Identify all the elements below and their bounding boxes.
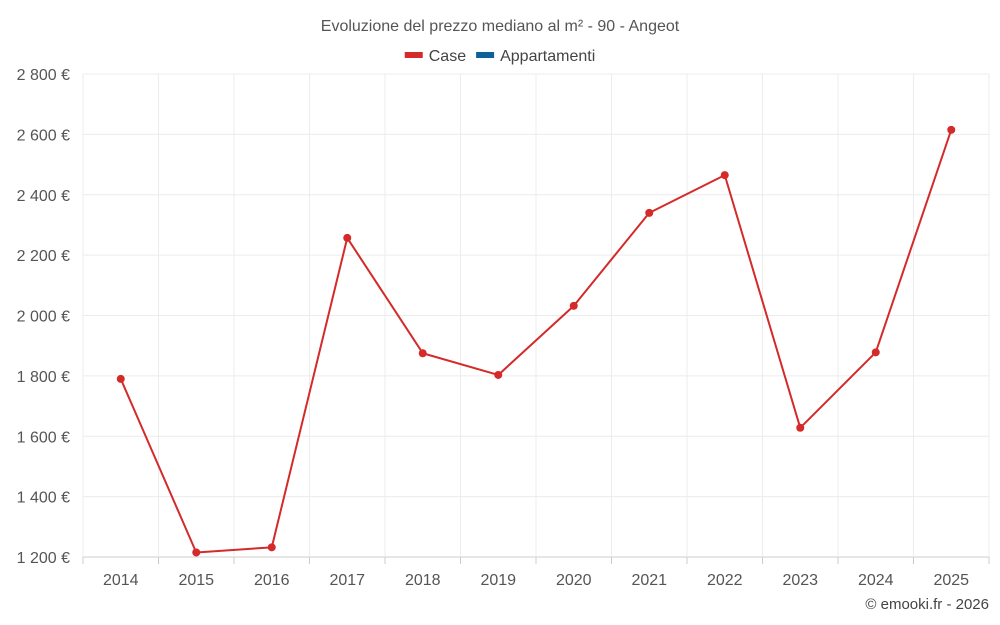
x-tick-label: 2017: [329, 572, 365, 589]
x-tick-label: 2014: [103, 572, 139, 589]
x-tick-label: 2024: [858, 572, 894, 589]
x-tick-label: 2015: [178, 572, 214, 589]
axes: 1 200 € 1 400 € 1 600 € 1 800 € 2 000 € 2 200…: [17, 67, 990, 589]
data-point[interactable]: [947, 125, 956, 134]
y-tick-label: 2 600 €: [17, 127, 70, 144]
data-point[interactable]: [116, 374, 125, 383]
data-point[interactable]: [569, 301, 578, 310]
y-tick-label: 1 600 €: [17, 429, 70, 446]
y-tick-label: 1 400 €: [17, 490, 70, 507]
series-layer: [116, 125, 956, 557]
x-tick-label: 2020: [556, 572, 592, 589]
x-tick-label: 2019: [480, 572, 516, 589]
y-tick-label: 2 400 €: [17, 188, 70, 205]
y-tick-label: 2 000 €: [17, 309, 70, 326]
x-tick-label: 2022: [707, 572, 743, 589]
legend-label: Case: [429, 48, 466, 65]
y-tick-label: 1 200 €: [17, 550, 70, 567]
chart-title: Evoluzione del prezzo mediano al m² - 90…: [321, 18, 680, 35]
data-point[interactable]: [645, 208, 654, 217]
credit-text: © emooki.fr - 2026: [865, 596, 989, 613]
data-point[interactable]: [343, 233, 352, 242]
x-tick-label: 2021: [631, 572, 667, 589]
data-point[interactable]: [720, 171, 729, 180]
data-point[interactable]: [494, 370, 503, 379]
y-tick-label: 2 800 €: [17, 67, 70, 84]
x-tick-label: 2016: [254, 572, 290, 589]
data-point[interactable]: [796, 423, 805, 432]
grid: [82, 73, 990, 558]
data-point[interactable]: [871, 348, 880, 357]
legend: Case Appartamenti: [404, 48, 595, 65]
legend-item[interactable]: Appartamenti: [476, 48, 595, 65]
y-tick-label: 1 800 €: [17, 369, 70, 386]
legend-label: Appartamenti: [500, 48, 595, 65]
x-tick-label: 2023: [782, 572, 818, 589]
x-tick-label: 2025: [933, 572, 969, 589]
x-tick-label: 2018: [405, 572, 441, 589]
data-point[interactable]: [267, 543, 276, 552]
legend-swatch: [476, 52, 495, 58]
data-point[interactable]: [192, 548, 201, 557]
series-line: [119, 129, 953, 554]
legend-swatch: [404, 52, 423, 58]
data-point[interactable]: [418, 349, 427, 358]
y-tick-label: 2 200 €: [17, 248, 70, 265]
legend-item[interactable]: Case: [404, 48, 466, 65]
